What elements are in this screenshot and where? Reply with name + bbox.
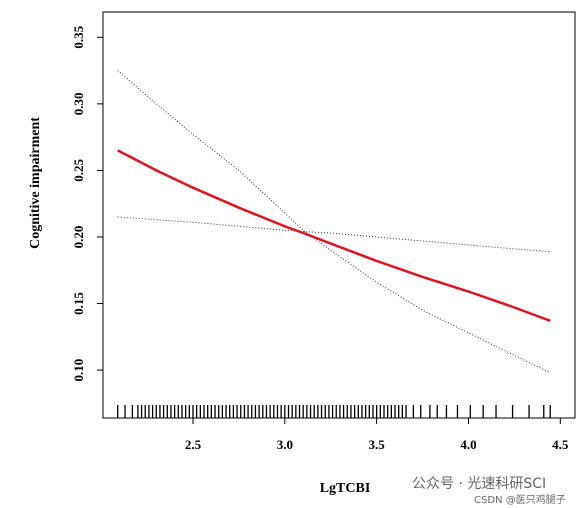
y-tick-label: 0.30: [71, 92, 86, 115]
x-tick-label: 4.5: [552, 437, 569, 452]
y-tick-label: 0.20: [71, 226, 86, 249]
x-tick-label: 2.5: [185, 437, 202, 452]
watermark: CSDN @医只鸡腿子: [474, 493, 566, 506]
x-tick-label: 3.5: [369, 437, 386, 452]
watermark: 公众号 · 光速科研SCI: [412, 476, 546, 492]
x-tick-label: 4.0: [460, 437, 476, 452]
ci-line: [117, 216, 551, 253]
y-tick-label: 0.25: [71, 159, 86, 182]
y-tick-label: 0.15: [71, 292, 86, 315]
y-tick-label: 0.35: [71, 25, 86, 48]
x-tick-label: 3.0: [277, 437, 293, 452]
ci-line: [117, 70, 551, 374]
y-axis-label: Cognitive impairment: [28, 117, 43, 249]
y-tick-label: 0.10: [71, 359, 86, 382]
plot-box: [102, 11, 576, 419]
x-axis-label: LgTCBI: [320, 481, 371, 496]
fit-line: [117, 149, 551, 322]
